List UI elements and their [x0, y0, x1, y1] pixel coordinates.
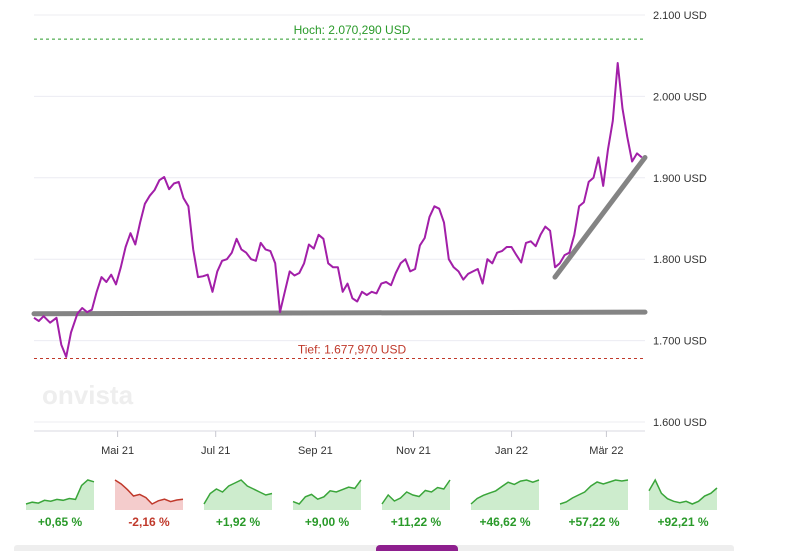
period-change-label: +57,22 % [568, 515, 620, 529]
x-tick-label: Sep 21 [298, 445, 333, 457]
y-tick-label: 2.100 USD [653, 10, 707, 22]
period-spark-1[interactable]: -2,16 % [111, 476, 187, 532]
x-tick-label: Jul 21 [201, 445, 230, 457]
sparkline-area [293, 480, 361, 510]
sparkline-area [560, 480, 628, 510]
period-spark-6[interactable]: +57,22 % [556, 476, 632, 532]
sparkline-line [648, 478, 718, 505]
period-sparkline [25, 479, 95, 510]
bottom-tab-track [14, 545, 734, 551]
period-sparkline [470, 479, 540, 510]
trend-line [31, 309, 648, 317]
trend-line [552, 154, 648, 280]
bottom-tab-active-indicator[interactable] [376, 545, 458, 551]
y-tick-label: 1.900 USD [653, 173, 707, 185]
sparkline-line [470, 479, 540, 505]
x-tick-label: Jan 22 [495, 445, 528, 457]
low-label: Tief: 1.677,970 USD [298, 343, 407, 357]
sparkline-area [204, 480, 272, 510]
period-spark-0[interactable]: +0,65 % [22, 476, 98, 532]
period-spark-4[interactable]: +11,22 % [378, 476, 454, 532]
price-chart-svg: Hoch: 2.070,290 USD Tief: 1.677,970 USD o… [31, 10, 707, 457]
high-label: Hoch: 2.070,290 USD [294, 23, 411, 37]
period-sparkline [292, 479, 362, 510]
sparkline-line [559, 479, 629, 505]
y-tick-label: 2.000 USD [653, 91, 707, 103]
period-spark-5[interactable]: +46,62 % [467, 476, 543, 532]
period-sparkline [559, 479, 629, 510]
y-tick-label: 1.700 USD [653, 336, 707, 348]
period-sparkline [648, 478, 718, 510]
x-tick-label: Mai 21 [101, 445, 134, 457]
price-chart: Hoch: 2.070,290 USD Tief: 1.677,970 USD o… [31, 10, 707, 457]
sparkline-line [292, 479, 362, 505]
y-tick-label: 1.600 USD [653, 417, 707, 429]
y-tick-label: 1.800 USD [653, 254, 707, 266]
x-tick-label: Mär 22 [589, 445, 623, 457]
period-sparkline [114, 479, 184, 510]
period-change-label: +1,92 % [215, 515, 261, 529]
x-tick-label: Nov 21 [396, 445, 431, 457]
period-spark-7[interactable]: +92,21 % [645, 476, 721, 532]
sparkline-area [471, 480, 539, 510]
sparkline-area [382, 480, 450, 510]
period-spark-3[interactable]: +9,00 % [289, 476, 365, 532]
sparkline-area [649, 480, 717, 510]
period-sparkline [381, 479, 451, 510]
period-change-label: +11,22 % [390, 515, 442, 529]
period-change-label: -2,16 % [128, 515, 170, 529]
period-change-label: +0,65 % [37, 515, 83, 529]
period-change-label: +92,21 % [657, 515, 709, 529]
sparkline-line [203, 479, 273, 505]
period-sparkline [203, 479, 273, 510]
period-change-label: +46,62 % [479, 515, 531, 529]
period-performance-row: +0,65 % -2,16 % +1,92 % +9,00 % +11,22 % +46,… [22, 476, 722, 532]
period-spark-2[interactable]: +1,92 % [200, 476, 276, 532]
sparkline-area [26, 480, 94, 510]
sparkline-line [114, 479, 184, 505]
price-series-line [33, 62, 643, 358]
sparkline-line [25, 479, 95, 505]
period-change-label: +9,00 % [304, 515, 350, 529]
sparkline-line [381, 479, 451, 505]
sparkline-area [115, 480, 183, 510]
watermark-onvista: onvista [42, 380, 134, 410]
